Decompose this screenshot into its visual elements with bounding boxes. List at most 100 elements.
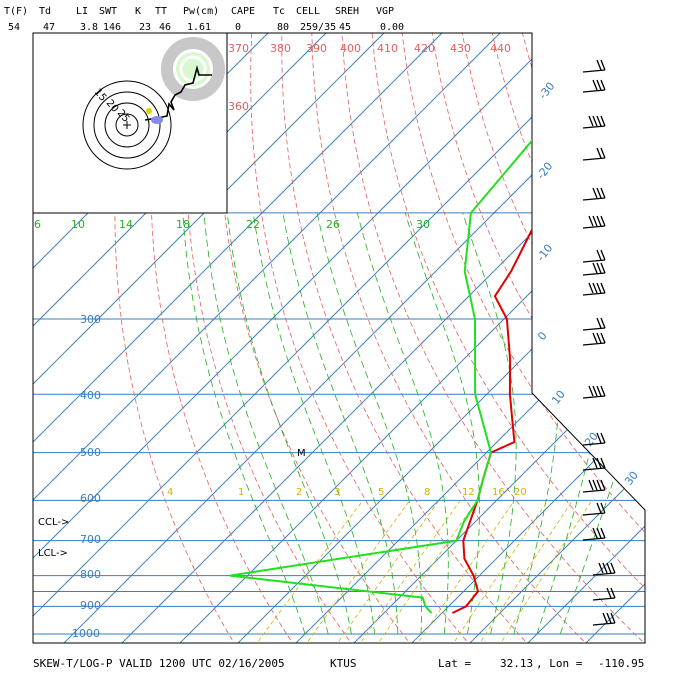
wind-barb-flag: [596, 262, 602, 274]
mixing-ratio-line: [477, 500, 573, 643]
moist-adiabat-line: [513, 212, 561, 635]
wind-barb-flag: [592, 187, 598, 199]
wind-barb-flag: [592, 215, 598, 227]
isotherm-line: [33, 33, 619, 643]
wind-barb-shaft: [582, 272, 606, 276]
mean-wind-marker: [151, 116, 163, 124]
station-id: KTUS: [330, 657, 357, 670]
wind-barb-flag: [592, 79, 598, 91]
wind-barb-flag: [596, 115, 602, 127]
theta-label-430: 430: [450, 42, 471, 55]
wind-barb: [582, 187, 606, 201]
mixing-ratio-line: [450, 500, 549, 643]
wind-barb-flag: [602, 612, 608, 624]
moist-adiabat-line: [357, 212, 449, 635]
wind-barb-flag: [610, 612, 616, 624]
mixing-ratio-label-16: 16: [492, 487, 505, 498]
wind-barb-flag: [592, 385, 598, 397]
wind-barb: [582, 457, 606, 471]
header-value-3: 146: [103, 22, 122, 33]
pressure-label-600: 600: [80, 492, 101, 505]
wind-barb: [582, 317, 606, 331]
header-label-2: LI: [76, 6, 89, 17]
wind-barb-flag: [588, 479, 594, 491]
isotherm-line: [33, 33, 445, 643]
wind-barb-shaft: [582, 89, 606, 93]
header-value-10: 45: [339, 22, 352, 33]
theta-label-370: 370: [228, 42, 249, 55]
wind-barb-flag: [596, 59, 602, 71]
wind-barb-flag: [600, 249, 606, 261]
isotherm-line: [581, 33, 645, 643]
header-value-9: 259/35: [300, 22, 337, 33]
isotherm-line: [233, 33, 645, 643]
dry-adiabat-line: [340, 33, 645, 643]
wind-barb-shaft: [582, 292, 606, 296]
wind-barb: [582, 479, 606, 493]
wind-barb-flag: [592, 479, 598, 491]
wind-barb-flag: [588, 215, 594, 227]
dry-adiabat-line: [250, 33, 472, 643]
dry-adiabat-line: [622, 33, 645, 643]
wind-barb-flag: [600, 502, 606, 514]
wind-barb-flag: [596, 502, 602, 514]
header-value-8: 80: [277, 22, 290, 33]
dry-adiabat-line: [509, 33, 645, 643]
wind-barb-flag: [596, 215, 602, 227]
wind-barb-shaft: [582, 442, 606, 446]
isotherm-line: [175, 33, 645, 643]
wind-barb-flag: [600, 332, 606, 344]
hodograph-ring-1: [93, 91, 161, 159]
storm-motion-ring: [161, 37, 225, 101]
theta-label-360: 360: [228, 100, 249, 113]
wind-barb: [582, 282, 606, 296]
wind-barb: [582, 115, 606, 129]
wet-bulb-label-6: 6: [34, 218, 41, 231]
wind-barb-flag: [592, 262, 598, 274]
pressure-label-500: 500: [80, 446, 101, 459]
wind-barb-flag: [600, 385, 606, 397]
isotherm-line: [465, 33, 645, 643]
header-label-0: T(F): [4, 6, 29, 17]
wind-barb-flag: [610, 562, 616, 574]
wind-barb-shaft: [592, 572, 616, 576]
header-value-0: 54: [8, 22, 21, 33]
wind-barb-flag: [596, 432, 602, 444]
wind-barb-flag: [596, 282, 602, 294]
wet-bulb-label-10: 10: [71, 218, 85, 231]
wind-barb-flag: [592, 282, 598, 294]
wind-barb-flag: [592, 332, 598, 344]
wind-barb-shaft: [582, 69, 606, 73]
wind-barb-shaft: [582, 197, 606, 201]
isotherm-label-20: 20: [582, 430, 601, 449]
wind-barb: [582, 262, 606, 276]
mixing-ratio-line: [415, 500, 515, 643]
wind-barb-flag: [600, 59, 606, 71]
moist-adiabat-line: [226, 212, 352, 635]
isotherm-line: [523, 33, 645, 643]
mixing-ratio-line: [303, 500, 411, 643]
wind-barb-shaft: [582, 157, 606, 161]
mixing-ratio-line: [253, 500, 364, 643]
header-label-6: Pw(cm): [183, 6, 220, 17]
header-value-1: 47: [43, 22, 56, 33]
lon-value: -110.95: [598, 657, 645, 670]
header-value-7: 0: [235, 22, 242, 33]
moist-adiabat-line: [536, 212, 613, 635]
wind-barb: [582, 59, 606, 73]
wind-barb-shaft: [582, 125, 606, 129]
theta-label-440: 440: [490, 42, 511, 55]
wind-barb-flag: [606, 562, 612, 574]
dewpoint-profile: [229, 60, 612, 614]
moist-adiabat-line: [252, 212, 375, 635]
mixing-ratio-line: [334, 500, 440, 643]
pressure-label-400: 400: [80, 389, 101, 402]
wind-barb: [592, 562, 616, 576]
mixing-ratio-line: [498, 500, 593, 643]
wet-bulb-label-18: 18: [176, 218, 190, 231]
lon-label: , Lon =: [536, 657, 583, 670]
ccl-marker: CCL->: [38, 517, 69, 528]
wind-barb-shaft: [582, 342, 606, 346]
moist-adiabat-line: [316, 212, 422, 634]
wind-barb-flag: [596, 479, 602, 491]
